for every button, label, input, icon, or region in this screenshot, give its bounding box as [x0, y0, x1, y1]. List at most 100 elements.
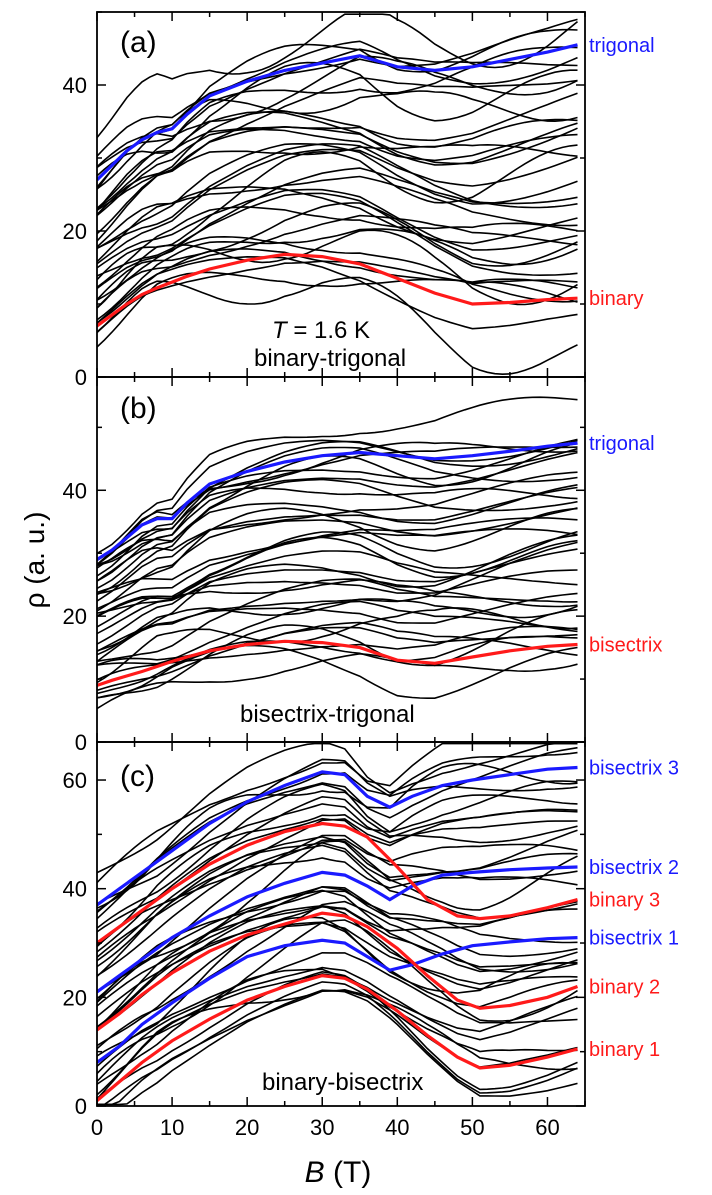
background-curve	[97, 471, 578, 582]
background-curve	[97, 76, 578, 216]
background-curve	[97, 578, 578, 663]
background-curve	[97, 607, 578, 684]
background-curve	[97, 110, 578, 211]
x-tick-label: 40	[385, 1115, 409, 1140]
background-curve	[97, 214, 578, 309]
background-curve	[97, 143, 578, 250]
y-tick-label: 60	[63, 768, 87, 793]
series-line-binary-1	[97, 973, 578, 1102]
panel-c: bisectrix 3 bisectrix 2 binary 3 bisectrix …	[63, 741, 679, 1140]
background-curve	[97, 507, 578, 612]
background-curve	[97, 644, 578, 700]
background-curve	[97, 841, 578, 962]
background-curve	[97, 148, 578, 265]
background-curve	[97, 528, 578, 594]
series-label-bisectrix-1: bisectrix 1	[589, 928, 679, 950]
background-curve	[97, 569, 578, 635]
axes-c: 0 10 20 30 40 50 60 0 20 40 60	[63, 741, 586, 1140]
plane-label-c: binary-bisectrix	[262, 1069, 423, 1096]
background-curve	[97, 652, 578, 710]
plane-label-b: bisectrix-trigonal	[240, 701, 415, 728]
series-label-trigonal: trigonal	[589, 433, 655, 455]
background-curve	[97, 600, 578, 666]
background-curve	[97, 838, 578, 948]
series-line-binary-2	[97, 911, 579, 1032]
plane-label-a: binary-trigonal	[254, 345, 406, 372]
background-curve	[97, 255, 578, 330]
y-tick-label: 20	[63, 985, 87, 1010]
background-curve	[97, 598, 578, 656]
x-tick-label: 20	[235, 1115, 259, 1140]
background-curve	[97, 968, 578, 1085]
background-curves-a	[97, 13, 579, 376]
background-curve	[97, 446, 578, 567]
y-tick-label: 0	[75, 1094, 87, 1119]
background-curve	[97, 439, 578, 562]
background-curve	[97, 803, 578, 914]
background-curve	[97, 235, 578, 303]
background-curve	[97, 762, 578, 909]
background-curve	[97, 507, 578, 595]
background-curve	[97, 921, 578, 1047]
background-curve	[97, 742, 578, 874]
background-curve	[97, 438, 578, 577]
series-line-binary	[97, 252, 578, 328]
background-curve	[97, 758, 578, 905]
background-curve	[97, 886, 578, 1003]
series-label-binary: binary	[589, 288, 643, 310]
background-curve	[97, 478, 578, 596]
background-curve	[97, 608, 578, 699]
background-curve	[97, 809, 578, 953]
background-curve	[97, 905, 578, 1018]
x-axis-label: B (T)	[305, 1156, 372, 1189]
x-tick-label: 30	[310, 1115, 334, 1140]
y-tick-label: 40	[63, 877, 87, 902]
background-curve	[97, 966, 578, 1083]
temperature-annotation: T = 1.6 K	[272, 317, 370, 344]
background-curve	[97, 635, 578, 695]
panel-a: trigonal binary 0 20 40 (a) T = 1.6 K binar…	[63, 11, 655, 390]
background-curve	[97, 742, 578, 884]
x-tick-label: 60	[535, 1115, 559, 1140]
plot-frame	[96, 741, 586, 1107]
background-curve	[97, 919, 578, 1075]
background-curve	[97, 904, 578, 1030]
series-label-bisectrix-2: bisectrix 2	[589, 857, 679, 879]
background-curve	[97, 517, 578, 610]
background-curve	[97, 13, 579, 139]
series-line-bisectrix	[97, 639, 578, 687]
background-curve	[97, 192, 578, 277]
series-line-trigonal	[97, 441, 578, 561]
background-curve	[97, 206, 578, 288]
background-curve	[97, 229, 578, 309]
background-curve	[97, 61, 578, 177]
background-curve	[97, 441, 578, 566]
background-curve	[97, 834, 578, 993]
axes-a: 0 20 40	[63, 11, 586, 390]
panel-label-a: (a)	[120, 26, 157, 59]
series-label-trigonal: trigonal	[589, 35, 655, 57]
x-tick-label: 10	[160, 1115, 184, 1140]
series-label-binary-1: binary 1	[589, 1039, 660, 1061]
series-line-bisectrix-1	[97, 936, 578, 1064]
background-curve	[97, 188, 578, 269]
background-curve	[97, 592, 578, 653]
background-curve	[97, 126, 578, 242]
panel-label-c: (c)	[120, 760, 155, 793]
panel-b: trigonal bisectrix 0 20 40 (b) bisectrix-tr…	[63, 376, 662, 755]
y-tick-label: 0	[75, 365, 87, 390]
background-curve	[97, 746, 578, 920]
highlighted-curves-b: trigonal bisectrix	[97, 433, 662, 687]
y-tick-label: 40	[63, 478, 87, 503]
background-curve	[97, 248, 578, 324]
background-curve	[97, 128, 578, 217]
y-axis-label: ρ (a. u.)	[19, 512, 50, 609]
background-curve	[97, 228, 578, 321]
background-curve	[97, 536, 578, 618]
axes-b: 0 20 40	[63, 376, 586, 755]
series-label-binary-3: binary 3	[589, 890, 660, 912]
x-tick-label: 50	[460, 1115, 484, 1140]
series-label-bisectrix-3: bisectrix 3	[589, 758, 679, 780]
background-curve	[97, 981, 578, 1106]
